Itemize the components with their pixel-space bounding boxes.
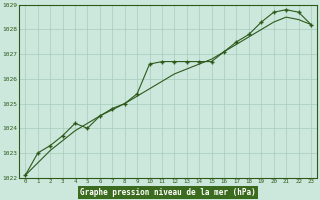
X-axis label: Graphe pression niveau de la mer (hPa): Graphe pression niveau de la mer (hPa)	[80, 188, 256, 197]
